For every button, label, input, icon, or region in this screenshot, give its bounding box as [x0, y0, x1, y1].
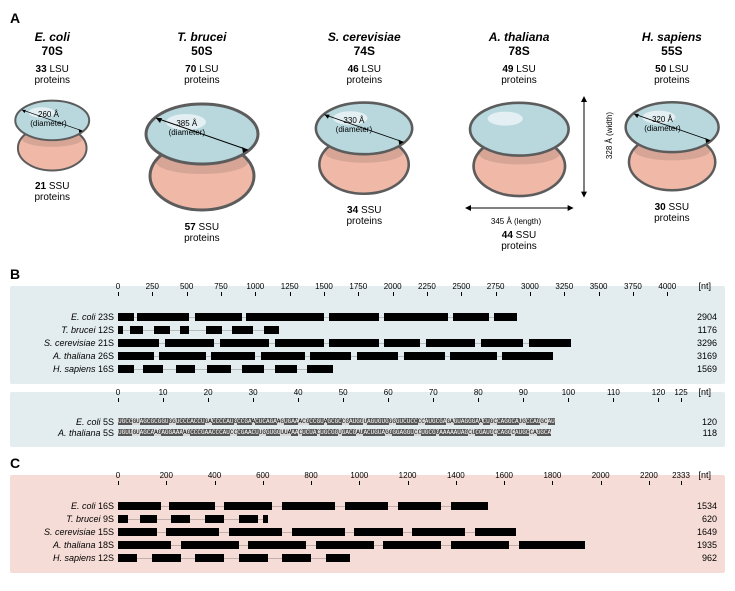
row-label: E. coli 23S: [18, 312, 118, 322]
ribosome-graphic: 260 Å(diameter): [10, 94, 94, 173]
alignment-row: T. brucei 12S 1176: [18, 324, 717, 336]
alignment-ruler: 0250500750100012501500175020002250250027…: [118, 292, 681, 310]
ribosome-col: H. sapiens55S 50 LSUproteins 320 Å(diamete…: [619, 30, 725, 226]
width-label: 328 Å (width): [605, 112, 614, 159]
seq-row: E. coli 5SUGCCGUAGCGCGGUGGUCCCACCUGACCCC…: [18, 417, 717, 427]
row-label: S. cerevisiae 21S: [18, 338, 118, 348]
length-label: 345 Å (length): [491, 217, 541, 226]
alignment-track: [118, 326, 681, 334]
row-label: T. brucei 12S: [18, 325, 118, 335]
ribosome-graphic: 320 Å(diameter): [619, 94, 725, 194]
row-label: A. thaliana 5S: [18, 428, 118, 438]
species-label: S. cerevisiae: [328, 30, 401, 44]
alignment-track: [118, 313, 681, 321]
seq-row: A. thaliana 5SUGUUGUAGCAAGAGGAAAAGCCCGAA…: [18, 428, 717, 438]
lsu-count: 70 LSUproteins: [184, 64, 220, 86]
lsu-count: 33 LSUproteins: [34, 64, 70, 86]
ribosome-col: E. coli70S 33 LSUproteins 260 Å(diameter) 2…: [10, 30, 94, 205]
ribosome-graphic: 385 Å(diameter): [138, 94, 266, 214]
row-length: 1176: [685, 325, 717, 335]
sequence-strip: UGCCGUAGCGCGGUGGUCCCACCUGACCCCAUGCCGAACU…: [118, 418, 685, 425]
row-label: E. coli 16S: [18, 501, 118, 511]
row-label: T. brucei 9S: [18, 514, 118, 524]
lsu-count: 46 LSUproteins: [347, 64, 383, 86]
ssu-count: 21 SSUproteins: [34, 181, 70, 203]
panel-c: 0200400600800100012001400160018002000220…: [10, 475, 725, 573]
alignment-track: [118, 528, 681, 536]
alignment-row: S. cerevisiae 15S 1649: [18, 526, 717, 538]
ssu-count: 57 SSUproteins: [184, 222, 220, 244]
sed-label: 70S: [42, 44, 63, 58]
lsu-count: 49 LSUproteins: [501, 64, 537, 86]
alignment-track: [118, 352, 681, 360]
ssu-count: 30 SSUproteins: [654, 202, 690, 224]
row-length: 2904: [685, 312, 717, 322]
panel-a: E. coli70S 33 LSUproteins 260 Å(diameter) 2…: [10, 30, 725, 254]
species-label: A. thaliana: [489, 30, 550, 44]
alignment-track: [118, 339, 681, 347]
ssu-count: 44 SSUproteins: [501, 230, 537, 252]
row-label: E. coli 5S: [18, 417, 118, 427]
sed-label: 55S: [661, 44, 682, 58]
lsu-count: 50 LSUproteins: [654, 64, 690, 86]
alignment-row: E. coli 16S 1534: [18, 500, 717, 512]
alignment-track: [118, 515, 681, 523]
alignment-track: [118, 554, 681, 562]
panel-b-5s: 0102030405060708090100110120125[nt]E. co…: [10, 392, 725, 447]
alignment-row: A. thaliana 18S 1935: [18, 539, 717, 551]
species-label: H. sapiens: [642, 30, 702, 44]
alignment-row: E. coli 23S 2904: [18, 311, 717, 323]
alignment-row: H. sapiens 12S 962: [18, 552, 717, 564]
alignment-ruler: 0200400600800100012001400160018002000220…: [118, 481, 681, 499]
sed-label: 78S: [508, 44, 529, 58]
row-length: 962: [685, 553, 717, 563]
ribosome-col: S. cerevisiae74S 46 LSUproteins 330 Å(diam…: [309, 30, 419, 229]
alignment-row: S. cerevisiae 21S 3296: [18, 337, 717, 349]
row-label: H. sapiens 16S: [18, 364, 118, 374]
row-length: 1935: [685, 540, 717, 550]
sed-label: 50S: [191, 44, 212, 58]
row-length: 1534: [685, 501, 717, 511]
alignment-track: [118, 502, 681, 510]
alignment-row: H. sapiens 16S 1569: [18, 363, 717, 375]
row-label: H. sapiens 12S: [18, 553, 118, 563]
row-label: A. thaliana 18S: [18, 540, 118, 550]
alignment-track: [118, 541, 681, 549]
species-label: T. brucei: [177, 30, 226, 44]
row-label: A. thaliana 26S: [18, 351, 118, 361]
alignment-row: A. thaliana 26S 3169: [18, 350, 717, 362]
ribosome-graphic: 330 Å(diameter): [309, 94, 419, 197]
panel-c-label: C: [10, 455, 725, 471]
row-length: 3169: [685, 351, 717, 361]
ribosome-col: T. brucei50S 70 LSUproteins 385 Å(diameter…: [138, 30, 266, 246]
row-length: 120: [685, 417, 717, 427]
sed-label: 74S: [354, 44, 375, 58]
alignment-ruler: 0102030405060708090100110120125[nt]: [118, 398, 681, 416]
row-length: 3296: [685, 338, 717, 348]
row-label: S. cerevisiae 15S: [18, 527, 118, 537]
sequence-strip: UGUUGUAGCAAGAGGAAAAGCCCGAACCCAUCCCGAACUU…: [118, 429, 685, 436]
row-length: 1569: [685, 364, 717, 374]
species-label: E. coli: [35, 30, 70, 44]
panel-a-label: A: [10, 10, 725, 26]
row-length: 1649: [685, 527, 717, 537]
alignment-row: T. brucei 9S 620: [18, 513, 717, 525]
panel-b-label: B: [10, 266, 725, 282]
alignment-track: [118, 365, 681, 373]
ssu-count: 34 SSUproteins: [347, 205, 383, 227]
ribosome-col: A. thaliana78S 49 LSUproteins 328 Å (width…: [463, 30, 576, 254]
row-length: 620: [685, 514, 717, 524]
row-length: 118: [685, 428, 717, 438]
ribosome-graphic: 328 Å (width)345 Å (length): [463, 94, 576, 200]
panel-b: 0250500750100012501500175020002250250027…: [10, 286, 725, 384]
